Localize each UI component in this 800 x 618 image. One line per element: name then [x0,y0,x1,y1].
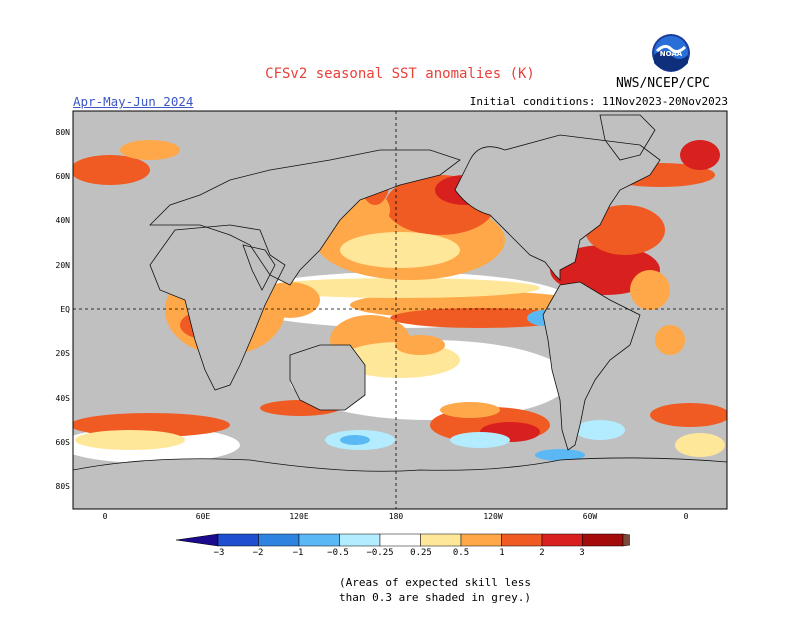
anomaly-patch [75,430,185,450]
lat-label-20n: 20N [55,261,70,270]
colorbar-swatch [541,533,583,547]
lat-label-60n: 60N [55,172,70,181]
anomaly-patch [120,140,180,160]
anomaly-patch [395,335,445,355]
anomaly-patch [440,402,500,418]
anomaly-patch [655,325,685,355]
lon-label-120e: 120E [289,512,309,521]
colorbar-label: −3 [213,548,225,558]
skill-note-line2: than 0.3 are shaded in grey.) [338,591,532,604]
lat-label-60s: 60S [55,438,70,447]
land-mask [150,150,460,285]
colorbar [175,533,630,547]
land-mask [600,115,655,160]
colorbar-swatch [217,533,259,547]
anomaly-patch [340,232,460,268]
colorbar-swatch [379,533,421,547]
anomaly-patch [675,433,725,457]
land-mask [73,457,727,509]
colorbar-swatch [258,533,300,547]
anomaly-patch [340,435,370,445]
lat-label-eq: EQ [60,305,70,314]
colorbar-label: 3 [579,548,585,558]
season-label: Apr-May-Jun 2024 [73,94,194,109]
anomaly-patch [575,420,625,440]
anomaly-patch [630,270,670,310]
agency-label: NWS/NCEP/CPC [616,76,710,91]
land-mask [150,225,285,390]
anomaly-patch [450,432,510,448]
anomaly-patch [650,403,727,427]
lon-label-180: 180 [388,512,404,521]
anomaly-patch [585,205,665,255]
initial-conditions-label: Initial conditions: 11Nov2023-20Nov2023 [469,95,728,108]
land-mask [455,135,660,280]
lat-label-80s: 80S [55,482,70,491]
anomaly-patch [535,449,585,461]
colorbar-low-arrow [175,533,219,547]
colorbar-swatch [501,533,543,547]
colorbar-swatch [298,533,340,547]
colorbar-label: 0.5 [452,548,470,558]
anomaly-patch [390,308,570,328]
logo-text: NOAA [660,50,683,58]
lon-label-120w: 120W [483,512,503,521]
lat-label-40n: 40N [55,216,70,225]
lon-label-0-east: 0 [683,512,689,521]
land-mask [543,282,640,450]
colorbar-swatch [420,533,462,547]
colorbar-label: −2 [252,548,264,558]
lon-label-0: 0 [102,512,108,521]
colorbar-swatch [339,533,381,547]
colorbar-high-arrow [622,533,630,547]
lat-label-20s: 20S [55,349,70,358]
land-mask [290,345,365,410]
lat-label-80n: 80N [55,128,70,137]
lon-label-60w: 60W [582,512,598,521]
anomaly-patch [260,282,320,318]
lon-label-60e: 60E [195,512,211,521]
map-frame [72,110,728,510]
lat-label-40s: 40S [55,394,70,403]
colorbar-label: 2 [539,548,545,558]
anomaly-patch [260,278,540,298]
colorbar-swatch [582,533,624,547]
colorbar-label: −0.5 [327,548,349,558]
anomaly-patch [680,140,720,170]
colorbar-label: 0.25 [410,548,432,558]
coastlines [73,114,727,472]
noaa-logo-icon: NOAA [652,34,690,72]
colorbar-label: 1 [499,548,505,558]
colorbar-label: −0.25 [366,548,394,558]
skill-note-line1: (Areas of expected skill less [338,576,532,589]
anomaly-patch [73,155,150,185]
map-title: CFSv2 seasonal SST anomalies (K) [265,66,535,82]
colorbar-swatch [460,533,502,547]
colorbar-label: −1 [292,548,304,558]
